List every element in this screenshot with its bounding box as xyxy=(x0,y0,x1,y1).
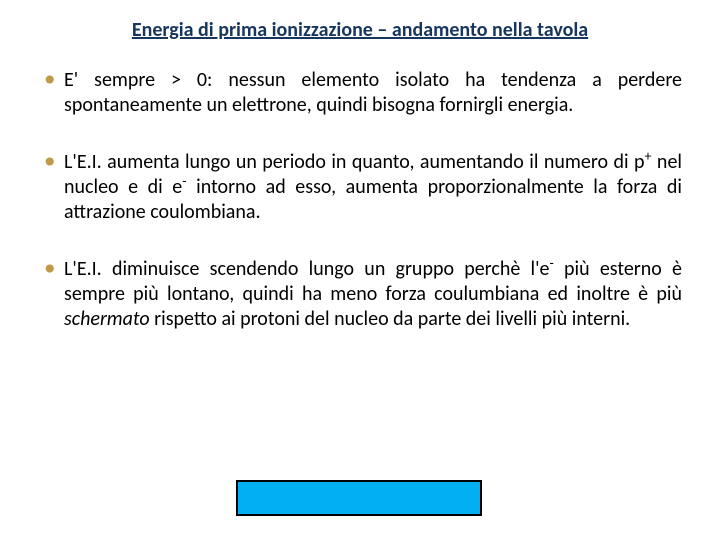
bullet-item: E' sempre > 0: nessun elemento isolato h… xyxy=(38,68,682,118)
slide-title: Energia di prima ionizzazione – andament… xyxy=(38,18,682,42)
bottom-rectangle xyxy=(236,480,482,516)
bullet-item: L'E.I. diminuisce scendendo lungo un gru… xyxy=(38,257,682,332)
bullet-item: L'E.I. aumenta lungo un periodo in quant… xyxy=(38,150,682,225)
bullet-list: E' sempre > 0: nessun elemento isolato h… xyxy=(38,68,682,332)
slide: Energia di prima ionizzazione – andament… xyxy=(0,0,720,540)
